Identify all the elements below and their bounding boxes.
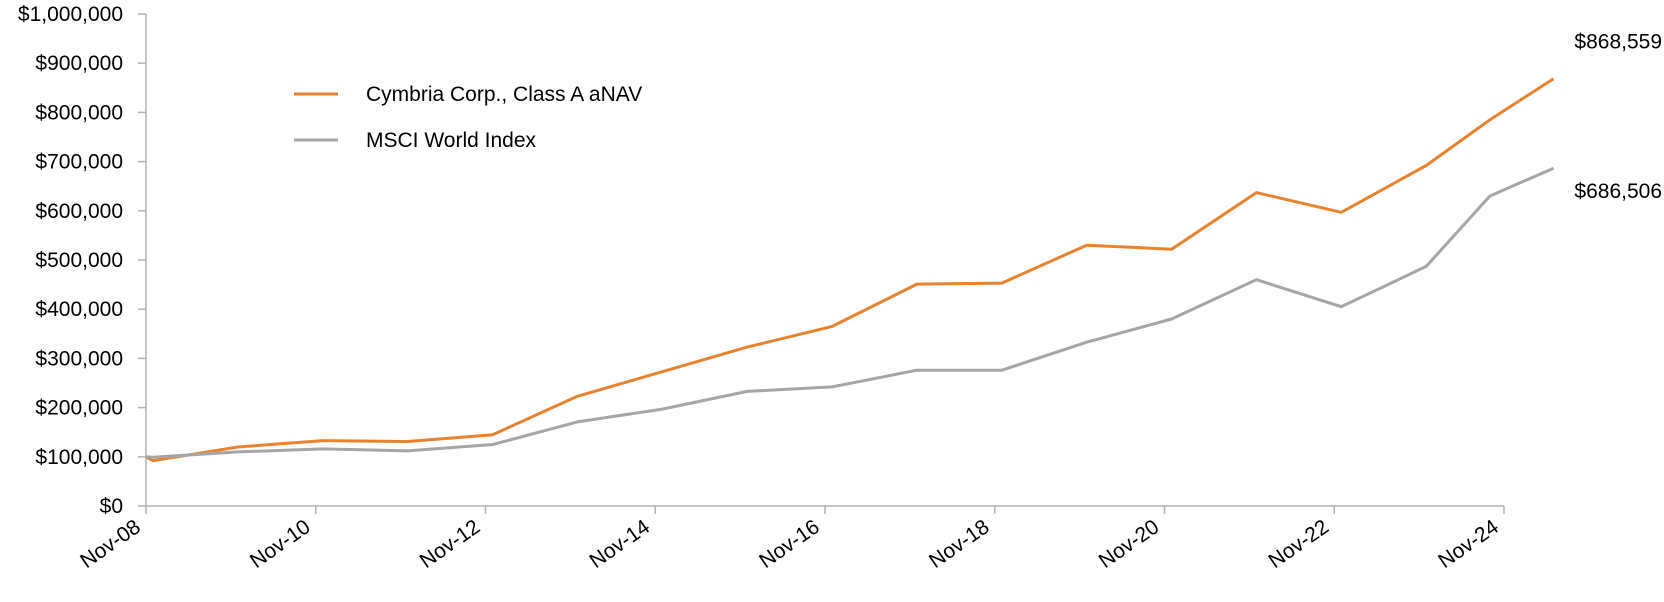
legend-label: MSCI World Index xyxy=(366,129,536,152)
y-tick-label: $700,000 xyxy=(35,151,123,174)
x-tick-label: Nov-14 xyxy=(585,515,654,573)
x-tick-label: Nov-20 xyxy=(1095,515,1164,573)
y-tick-label: $0 xyxy=(100,495,123,518)
legend-label: Cymbria Corp., Class A aNAV xyxy=(366,83,642,106)
x-tick-label: Nov-18 xyxy=(925,515,994,573)
y-tick-label: $800,000 xyxy=(35,101,123,124)
series-line-1 xyxy=(145,166,1555,459)
y-tick-label: $1,000,000 xyxy=(18,3,123,26)
x-axis-ticks: Nov-08 Nov-10 Nov-12 Nov-14 Nov-16 Nov-18 Nov-… xyxy=(76,506,1505,573)
x-tick-label: Nov-10 xyxy=(246,515,315,573)
y-axis-ticks: $0 $100,000 $200,000 $300,000 $400,000 $500,0… xyxy=(18,3,146,518)
y-tick-label: $500,000 xyxy=(35,249,123,272)
y-tick-label: $400,000 xyxy=(35,298,123,321)
end-value-label: $686,506 xyxy=(1574,180,1662,203)
y-tick-label: $200,000 xyxy=(35,397,123,420)
axes xyxy=(145,14,1504,507)
x-tick-label: Nov-12 xyxy=(416,515,485,573)
y-tick-label: $600,000 xyxy=(35,200,123,223)
end-value-label: $868,559 xyxy=(1574,31,1662,54)
series-lines xyxy=(145,77,1555,463)
x-tick-label: Nov-08 xyxy=(76,515,145,573)
end-labels: $868,559 $686,506 xyxy=(1574,31,1662,204)
y-tick-label: $900,000 xyxy=(35,52,123,75)
legend: Cymbria Corp., Class A aNAV MSCI World In… xyxy=(294,83,642,152)
series-line-0 xyxy=(145,77,1555,463)
x-tick-label: Nov-16 xyxy=(755,515,824,573)
y-tick-label: $100,000 xyxy=(35,446,123,469)
x-tick-label: Nov-24 xyxy=(1434,515,1503,573)
x-tick-label: Nov-22 xyxy=(1264,515,1333,573)
y-tick-label: $300,000 xyxy=(35,347,123,370)
